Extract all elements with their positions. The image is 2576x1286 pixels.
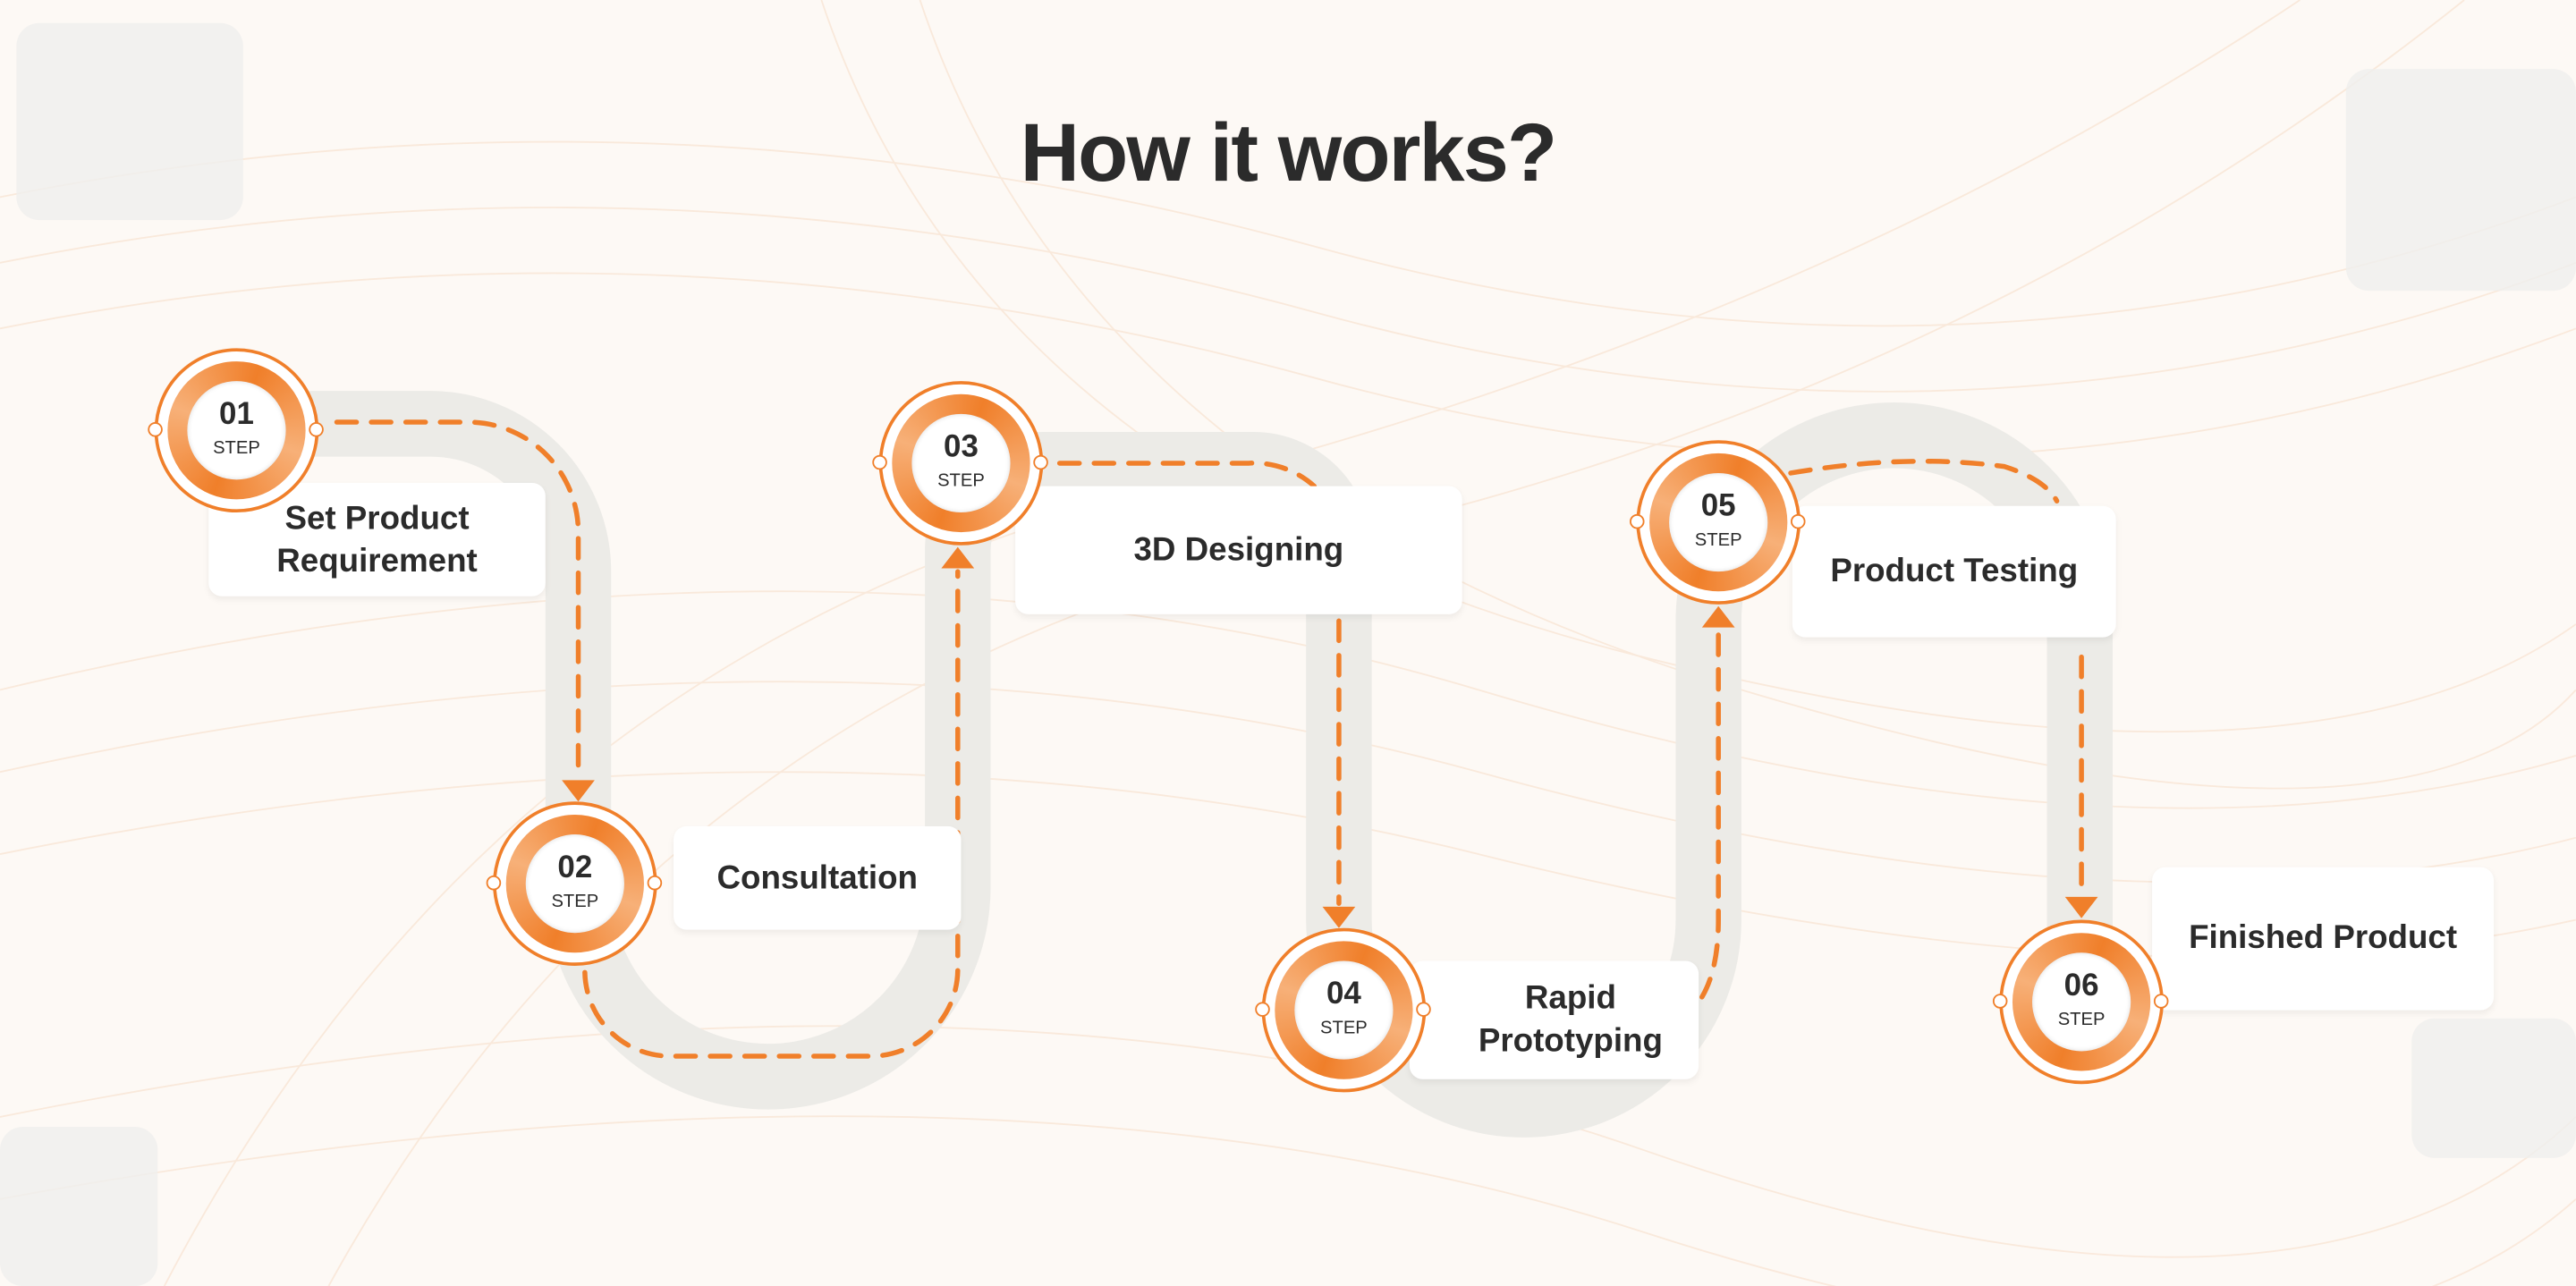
connector-dot [1255,1002,1270,1017]
step-badge-3: 03 STEP [872,381,1048,546]
connector-3-4 [1056,461,1342,906]
step-label: STEP [1320,1018,1368,1038]
step-card-5: Product Testing [1792,505,2116,638]
decorative-block [16,22,243,221]
connector-dot [1416,1002,1431,1017]
step-card-2: Consultation [674,825,962,930]
connector-dot [1033,454,1048,470]
step-number: 02 [557,850,593,885]
connector-2-3 [582,569,961,1059]
step-badge-2: 02 STEP [486,801,663,966]
connector-dot [486,875,502,891]
step-badge-5: 05 STEP [1630,440,1806,605]
arrow-down-icon [562,780,595,802]
connector-dot [1630,513,1645,529]
step-label: STEP [213,438,260,459]
step-card-4: Rapid Prototyping [1409,960,1699,1079]
connector-dot [148,422,163,437]
step-badge-4: 04 STEP [1255,927,1431,1093]
arrow-down-icon [1322,906,1356,928]
step-number: 05 [1700,489,1736,524]
connector-5-6 [1788,459,2084,898]
step-badge-6: 06 STEP [1992,919,2169,1085]
step-label: STEP [1694,530,1742,551]
connector-dot [2153,994,2169,1009]
step-label: STEP [551,892,599,912]
step-number: 01 [219,397,254,433]
step-label: STEP [937,471,985,492]
step-number: 03 [944,430,979,465]
page-title: How it works? [1020,106,1557,199]
connector-dot [872,454,887,470]
connector-dot [1992,994,2008,1009]
connector-dot [1791,513,1806,529]
arrow-up-icon [1701,605,1735,628]
step-label: STEP [2057,1010,2106,1030]
decorative-block [2345,69,2576,292]
connector-1-2 [334,419,581,778]
step-card-3: 3D Designing [1015,486,1462,614]
step-number: 06 [2063,969,2099,1004]
decorative-block [0,1126,158,1286]
arrow-down-icon [2064,896,2098,918]
connector-4-5 [1699,622,1721,1000]
connector-dot [309,422,324,437]
arrow-up-icon [941,546,975,569]
connector-dot [647,875,663,891]
step-card-6: Finished Product [2152,867,2495,1011]
step-number: 04 [1326,977,1361,1012]
decorative-block [2411,1018,2576,1158]
step-badge-1: 01 STEP [148,348,324,513]
